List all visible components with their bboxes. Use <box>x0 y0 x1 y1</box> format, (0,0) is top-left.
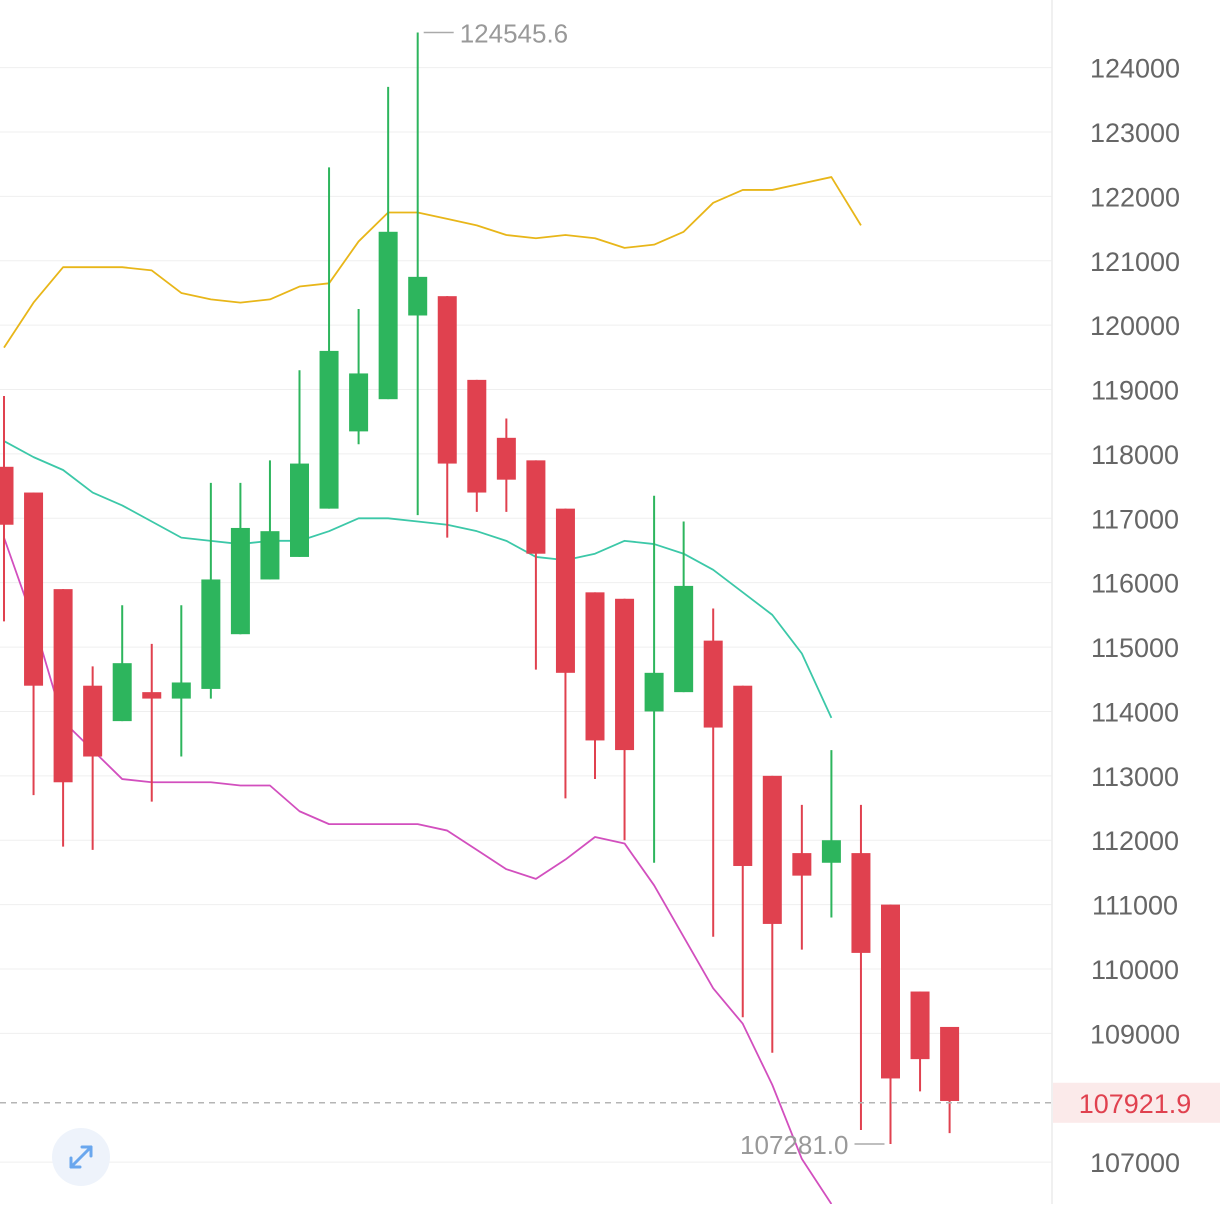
bollinger-bands <box>3 176 862 1205</box>
candle-body <box>437 296 457 464</box>
candle-body <box>733 685 753 866</box>
candle-body <box>408 276 428 316</box>
y-tick-label: 121000 <box>1090 247 1180 277</box>
y-tick-label: 122000 <box>1090 182 1180 212</box>
candle-body <box>851 853 871 953</box>
y-tick-label: 120000 <box>1090 311 1180 341</box>
candle-body <box>142 692 162 699</box>
candle-body <box>792 853 812 876</box>
candle-body <box>319 350 339 509</box>
y-tick-label: 115000 <box>1091 633 1179 663</box>
candle-body <box>290 463 309 557</box>
candle-body <box>0 466 14 525</box>
expand-arrows-icon <box>69 1145 93 1169</box>
candle-body <box>940 1026 960 1101</box>
y-tick-label: 123000 <box>1090 118 1180 148</box>
price-axis: 124000 123000 122000 121000 120000 119000 1180… <box>1051 0 1220 1204</box>
max-price-label: 124545.6 <box>460 18 568 48</box>
y-tick-label: 118000 <box>1091 440 1179 470</box>
y-tick-label: 117000 <box>1091 504 1179 534</box>
current-price-tag <box>1053 1082 1220 1123</box>
candle-body <box>171 682 191 699</box>
candle-body <box>555 508 575 673</box>
candle-body <box>762 775 782 924</box>
candle-body <box>910 991 930 1060</box>
candle-body <box>112 663 132 722</box>
annotations: 124545.6 107281.0 <box>0 18 1052 1160</box>
band-line-0 <box>3 176 862 349</box>
band-line-1 <box>3 440 833 719</box>
candle-body <box>644 672 664 712</box>
y-tick-label: 107000 <box>1090 1148 1180 1178</box>
y-tick-label: 113000 <box>1091 762 1179 792</box>
y-tick-label: 116000 <box>1091 569 1179 599</box>
candle-body <box>674 585 694 693</box>
candles <box>0 32 960 1145</box>
current-price-label: 107921.9 <box>1079 1089 1192 1119</box>
y-tick-label: 109000 <box>1090 1019 1180 1049</box>
min-price-label: 107281.0 <box>740 1130 848 1160</box>
y-tick-label: 111000 <box>1092 891 1178 921</box>
y-tick-label: 124000 <box>1090 54 1180 84</box>
candle-body <box>615 598 635 751</box>
candle-body <box>703 640 723 728</box>
candle-body <box>585 592 605 741</box>
candle-body <box>230 527 250 635</box>
candle-body <box>260 531 280 580</box>
candle-body <box>378 231 398 400</box>
y-tick-label: 119000 <box>1091 376 1179 406</box>
candle-body <box>496 437 516 480</box>
candle-body <box>83 685 103 757</box>
candle-body <box>349 373 369 432</box>
axis-background <box>1052 0 1220 1204</box>
candle-body <box>526 460 546 554</box>
band-line-2 <box>3 537 833 1205</box>
candle-body <box>201 579 221 689</box>
candle-body <box>53 589 73 783</box>
y-tick-label: 112000 <box>1091 826 1179 856</box>
candle-body <box>821 840 841 863</box>
y-tick-label: 110000 <box>1091 955 1179 985</box>
y-tick-label: 114000 <box>1091 697 1179 727</box>
candle-body <box>24 492 44 686</box>
candle-body <box>467 379 487 493</box>
candle-body <box>881 904 900 1079</box>
grid-lines <box>0 67 1220 1163</box>
expand-button[interactable] <box>52 1128 110 1186</box>
